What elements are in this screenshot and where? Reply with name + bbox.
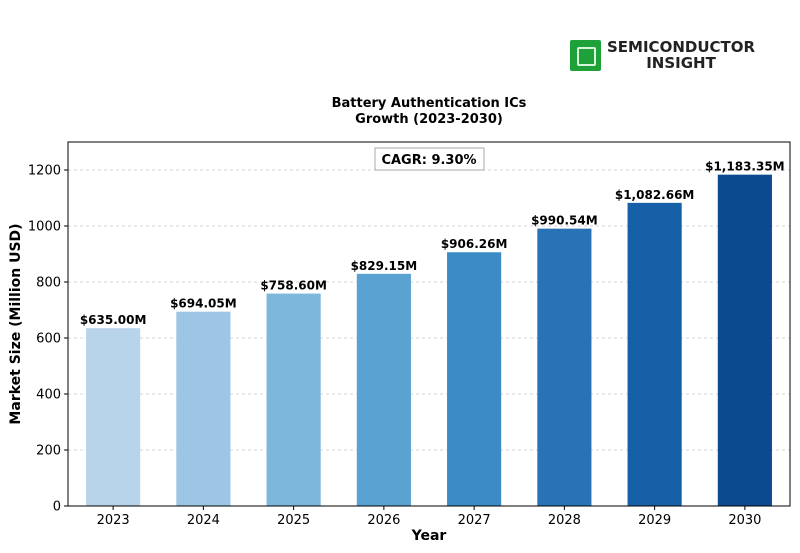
value-label-2027: $906.26M: [441, 237, 508, 251]
x-tick-label-2028: 2028: [548, 513, 581, 528]
bar-2028: [537, 228, 592, 506]
bar-2024: [176, 311, 231, 506]
x-tick-label-2030: 2030: [728, 513, 761, 528]
x-tick-label-2029: 2029: [638, 513, 671, 528]
brand-logo: SEMICONDUCTOR INSIGHT: [570, 39, 770, 73]
cagr-box: [374, 147, 485, 171]
chip-icon: [570, 40, 601, 71]
x-tick-label-2027: 2027: [458, 513, 491, 528]
y-tick-label: 800: [36, 276, 61, 291]
chart-title-line: Growth (2023-2030): [355, 112, 503, 127]
value-label-2030: $1,183.35M: [705, 160, 785, 174]
x-tick-label-2025: 2025: [277, 513, 310, 528]
value-label-2025: $758.60M: [260, 279, 327, 293]
plot-frame: [67, 141, 791, 507]
logo-line2: INSIGHT: [646, 54, 716, 72]
value-label-2028: $990.54M: [531, 214, 598, 228]
cagr-annotation: CAGR: 9.30%: [374, 147, 485, 171]
chart-title-line: Battery Authentication ICs: [332, 96, 527, 111]
bar-2027: [447, 252, 502, 506]
value-label-2026: $829.15M: [351, 259, 418, 273]
y-tick-label: 0: [53, 500, 61, 515]
x-axis-label: Year: [411, 528, 447, 544]
y-tick-label: 1200: [28, 164, 61, 179]
y-tick-label: 1000: [28, 220, 61, 235]
x-axis-ticks: 2023 2024 2025 2026 2027 2028 2029 2030: [97, 506, 761, 528]
x-tick-label-2024: 2024: [187, 513, 220, 528]
y-axis-label: Market Size (Million USD): [8, 223, 24, 424]
bar-2030: [717, 174, 772, 507]
y-tick-label: 200: [36, 444, 61, 459]
bar-2029: [627, 202, 682, 506]
cagr-text: CAGR: 9.30%: [381, 153, 476, 168]
bar-2025: [266, 293, 321, 506]
bar-2023: [86, 328, 141, 506]
chart-title: Battery Authentication ICs Growth (2023-2…: [332, 96, 527, 127]
bar-2026: [356, 273, 411, 506]
value-label-2024: $694.05M: [170, 297, 237, 311]
value-label-2029: $1,082.66M: [615, 188, 695, 202]
y-tick-label: 600: [36, 332, 61, 347]
bars-group: [86, 174, 772, 507]
value-label-2023: $635.00M: [80, 313, 147, 327]
x-tick-label-2026: 2026: [367, 513, 400, 528]
value-labels-group: $635.00M $694.05M $758.60M $829.15M $906.26M…: [80, 160, 785, 328]
y-tick-label: 400: [36, 388, 61, 403]
y-axis-ticks: 0 200 400 600 800 1000 1200: [28, 164, 68, 515]
logo-text: SEMICONDUCTOR INSIGHT: [607, 39, 755, 71]
logo-line1: SEMICONDUCTOR: [607, 38, 756, 56]
x-tick-label-2023: 2023: [97, 513, 130, 528]
